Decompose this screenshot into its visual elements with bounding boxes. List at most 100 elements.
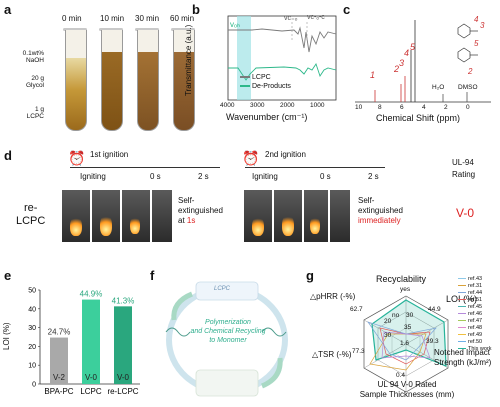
legend-item: This work — [458, 346, 492, 353]
time-label-10: 10 min — [100, 14, 125, 23]
val-773: 77.3 — [352, 348, 365, 355]
category-label: re-LCPC — [107, 387, 138, 396]
panel-label-f: f — [150, 268, 155, 283]
cycle-center-text: Polymerization and Chemical Recycling to M… — [190, 319, 266, 344]
legend-item: ref.31 — [458, 283, 492, 290]
val-30b: 30 — [406, 312, 414, 319]
ul94-title: UL-94 — [452, 158, 474, 167]
nmr-xlabel: Chemical Shift (ppm) — [376, 113, 461, 123]
category-label: LCPC — [80, 387, 102, 396]
timeline-2 — [245, 167, 385, 168]
tube-cap — [99, 28, 123, 31]
ftir-plot — [227, 15, 337, 101]
molecule-structures: 4 3 5 2 — [448, 14, 492, 78]
legend-item: ref.43 — [458, 276, 492, 283]
panel-label-a: a — [4, 2, 12, 17]
val-16: 1.6 — [400, 340, 410, 347]
burn-photo-3 — [122, 190, 150, 242]
data-label: 44.9% — [80, 290, 103, 299]
bar-rating: V-2 — [53, 373, 66, 382]
axis-tsr: △TSR (-%) — [312, 350, 352, 359]
this-work-series — [371, 299, 447, 367]
axis-notched: Notched Impact Strength (kJ/m²) — [434, 348, 492, 367]
nmr-xtick-4: 4 — [422, 104, 426, 111]
legend-item: ref.48 — [458, 325, 492, 332]
nmr-plot — [355, 20, 491, 103]
t2-2: 2 s — [368, 172, 379, 181]
de-products-spectrum — [228, 62, 337, 81]
tube-cap — [171, 28, 195, 31]
t0-2: 0 s — [320, 172, 331, 181]
panel-label-b: b — [192, 2, 200, 17]
tube-cap — [63, 28, 87, 31]
plot-frame — [227, 15, 337, 101]
nmr-xtick-6: 6 — [400, 104, 404, 111]
data-label: 24.7% — [48, 328, 71, 337]
bar-rating: V-0 — [117, 373, 130, 382]
lcpc-spectrum — [228, 26, 337, 53]
burn-photo-8 — [330, 190, 350, 242]
tube-30min — [137, 30, 159, 131]
legend-de: De-Products — [240, 83, 291, 90]
ftir-ylabel: Transmittance (a.u.) — [184, 24, 193, 96]
panel-label-c: c — [343, 2, 351, 17]
svg-text:3: 3 — [480, 21, 485, 30]
svg-text:2: 2 — [467, 67, 473, 76]
tube-10min — [101, 30, 123, 131]
time-label-0: 0 min — [62, 14, 82, 23]
legend-item: ref.47 — [458, 318, 492, 325]
val-30a: 30 — [384, 332, 392, 339]
burn-photo-4 — [152, 190, 172, 242]
axis-ul94: UL 94 V-0 Rated Sample Thicknesses (mm) — [359, 380, 455, 399]
igniting-2: Igniting — [252, 172, 278, 181]
peak-1: 1 — [370, 70, 376, 80]
first-ignition-label: 1st ignition — [90, 150, 129, 159]
svg-text:5: 5 — [474, 39, 479, 48]
coc-label: vᴄ-ₒ-ᴄ — [307, 14, 325, 21]
loi-bar-chart: 50 40 30 20 10 0 24.7% V-2 BPA-PC 44.9% V-0 LCPC 41.… — [28, 288, 140, 396]
y-tick-label: 30 — [28, 325, 36, 332]
oh-band — [237, 16, 251, 100]
tube-cap — [135, 28, 159, 31]
burn-photo-7 — [304, 190, 328, 242]
nmr-xtick-2: 2 — [444, 104, 448, 111]
loi-ylabel: LOI (%) — [2, 322, 11, 350]
ftir-xtick-3000: 3000 — [250, 102, 265, 109]
bar-lcpc — [82, 299, 100, 384]
y-tick-label: 10 — [28, 363, 36, 370]
time-label-60: 60 min — [170, 14, 195, 23]
axis-phrr: △pHRR (-%) — [310, 292, 356, 301]
peak-2: 2 — [394, 64, 400, 74]
self-extinguished-2: Self-extinguished immediately — [358, 196, 403, 225]
peak-3: 3 — [399, 58, 405, 68]
legend-item: ref.51 — [458, 297, 492, 304]
ftir-xtick-2000: 2000 — [280, 102, 295, 109]
timeline-1 — [70, 167, 220, 168]
alarm-clock-icon: ⏰ — [242, 150, 260, 166]
recycling-diagram — [165, 281, 288, 397]
oh-label: vₒₕ — [230, 20, 241, 29]
time-label-30: 30 min — [135, 14, 160, 23]
y-tick-label: 20 — [28, 344, 36, 351]
axis-yes: yes — [400, 286, 411, 293]
nmr-xtick-0: 0 — [466, 104, 470, 111]
glycol-label: 20 g Glycol — [25, 75, 44, 89]
self-extinguished-1: Self-extinguished at 1s — [178, 196, 223, 225]
y-tick-label: 0 — [32, 382, 36, 389]
peak-4: 4 — [404, 48, 410, 58]
alarm-clock-icon: ⏰ — [68, 150, 86, 166]
ftir-xlabel: Wavenumber (cm⁻¹) — [226, 112, 308, 122]
data-label: 41.3% — [112, 296, 135, 305]
val-393: 39.3 — [426, 338, 439, 345]
val-04: 0.4 — [396, 372, 406, 379]
bar-bpa-pc — [50, 337, 68, 384]
lcpc-top-label: LCPC — [214, 286, 231, 292]
val-20: 20 — [384, 318, 392, 325]
bar-rating: V-0 — [85, 373, 98, 382]
second-ignition-label: 2nd ignition — [265, 150, 306, 159]
t0-1: 0 s — [150, 172, 161, 181]
radar-chart — [363, 295, 449, 393]
igniting-1: Igniting — [80, 172, 106, 181]
solvent-h2o: H₂O — [432, 84, 445, 91]
naoh-label: 0.1wt% NaOH — [22, 50, 44, 64]
